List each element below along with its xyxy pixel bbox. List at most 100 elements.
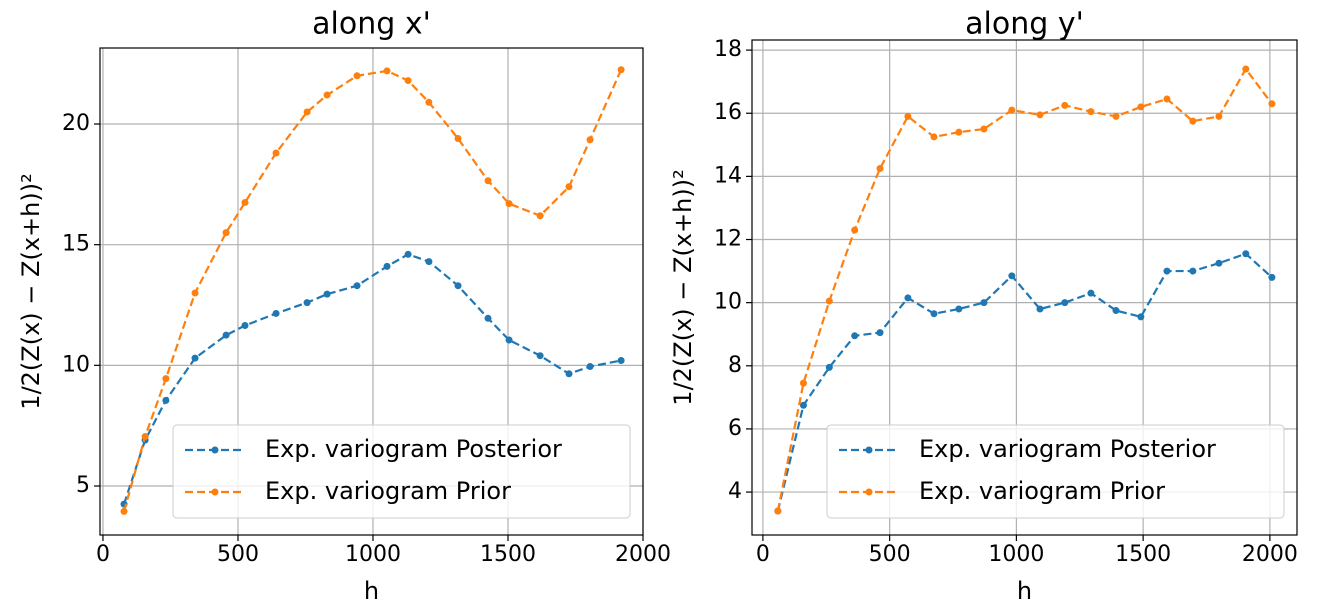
data-point xyxy=(876,164,884,172)
y-tick-label: 16 xyxy=(714,100,742,125)
data-point xyxy=(930,310,938,318)
data-point xyxy=(303,299,311,307)
x-tick-label: 1000 xyxy=(988,542,1044,567)
y-tick-label: 15 xyxy=(62,232,90,257)
data-point xyxy=(586,136,594,144)
y-tick-label: 8 xyxy=(728,353,742,378)
y-tick-label: 5 xyxy=(76,473,90,498)
legend-marker xyxy=(865,488,873,496)
x-tick-label: 1500 xyxy=(480,542,536,567)
data-point xyxy=(484,314,492,322)
data-point xyxy=(222,229,230,237)
y-tick-label: 10 xyxy=(62,352,90,377)
axes-frame xyxy=(99,47,644,536)
data-point xyxy=(191,289,199,297)
chart-title: along y' xyxy=(965,7,1084,42)
data-point xyxy=(851,226,859,234)
x-axis-label: h xyxy=(364,577,379,605)
legend-box xyxy=(172,424,631,519)
data-point xyxy=(955,128,963,136)
data-point xyxy=(1189,117,1197,125)
x-tick-label: 500 xyxy=(869,542,911,567)
data-point xyxy=(241,322,249,330)
data-point xyxy=(799,401,807,409)
legend-marker xyxy=(865,446,873,454)
x-axis-label: h xyxy=(1017,577,1032,605)
y-tick-label: 20 xyxy=(62,111,90,136)
legend-label: Exp. variogram Prior xyxy=(919,477,1165,505)
data-point xyxy=(1242,250,1250,258)
data-point xyxy=(1268,100,1276,108)
data-point xyxy=(404,77,412,85)
data-point xyxy=(303,108,311,116)
data-point xyxy=(1061,101,1069,109)
series-line xyxy=(122,253,622,505)
data-point xyxy=(425,98,433,106)
data-point xyxy=(774,507,782,515)
x-tick-label: 1000 xyxy=(345,542,401,567)
x-tick-label: 2000 xyxy=(1242,542,1298,567)
data-point xyxy=(1215,259,1223,267)
data-point xyxy=(1137,313,1145,321)
data-point xyxy=(383,262,391,270)
data-point xyxy=(1163,95,1171,103)
data-point xyxy=(1008,272,1016,280)
data-point xyxy=(617,66,625,74)
data-point xyxy=(141,433,149,441)
data-point xyxy=(454,282,462,290)
data-point xyxy=(876,329,884,337)
y-tick-label: 4 xyxy=(728,479,742,504)
data-point xyxy=(323,91,331,99)
series-line xyxy=(776,252,1273,512)
data-point xyxy=(425,258,433,266)
data-point xyxy=(1061,299,1069,307)
x-tick-label: 0 xyxy=(756,542,770,567)
data-point xyxy=(904,112,912,120)
axes-frame xyxy=(751,39,1298,536)
data-point xyxy=(980,125,988,133)
data-point xyxy=(222,331,230,339)
data-point xyxy=(272,149,280,157)
data-point xyxy=(162,375,170,383)
data-point xyxy=(353,282,361,290)
data-point xyxy=(565,183,573,191)
data-point xyxy=(484,177,492,185)
data-point xyxy=(323,290,331,298)
x-tick-label: 2000 xyxy=(615,542,671,567)
data-point xyxy=(617,357,625,365)
legend-label: Exp. variogram Posterior xyxy=(265,435,562,463)
data-point xyxy=(505,336,513,344)
data-point xyxy=(1087,289,1095,297)
data-point xyxy=(1189,267,1197,275)
y-tick-label: 6 xyxy=(728,416,742,441)
data-point xyxy=(1112,307,1120,315)
y-axis-label: 1/2(Z(x) − Z(x+h))² xyxy=(669,169,697,405)
data-point xyxy=(1087,108,1095,116)
data-point xyxy=(825,363,833,371)
x-tick-label: 500 xyxy=(217,542,259,567)
series-line xyxy=(122,69,623,512)
data-point xyxy=(454,134,462,142)
subplot: 0 500 1000 1500 2000 4 6 8 10 12 14 16 18 along y' h 1/… xyxy=(669,7,1298,606)
x-tick-label: 1500 xyxy=(1115,542,1171,567)
data-point xyxy=(353,72,361,80)
data-point xyxy=(904,294,912,302)
data-point xyxy=(1163,267,1171,275)
data-point xyxy=(980,299,988,307)
data-point xyxy=(565,370,573,378)
data-point xyxy=(1215,112,1223,120)
data-point xyxy=(1112,112,1120,120)
data-point xyxy=(586,363,594,371)
data-point xyxy=(1137,103,1145,111)
y-tick-label: 10 xyxy=(714,290,742,315)
legend-marker xyxy=(211,488,219,496)
data-point xyxy=(404,250,412,258)
data-point xyxy=(851,332,859,340)
y-tick-label: 12 xyxy=(714,227,742,252)
legend-label: Exp. variogram Prior xyxy=(265,477,511,505)
y-axis-label: 1/2(Z(x) − Z(x+h))² xyxy=(17,173,45,409)
data-point xyxy=(1242,65,1250,73)
data-point xyxy=(120,507,128,515)
data-point xyxy=(799,379,807,387)
